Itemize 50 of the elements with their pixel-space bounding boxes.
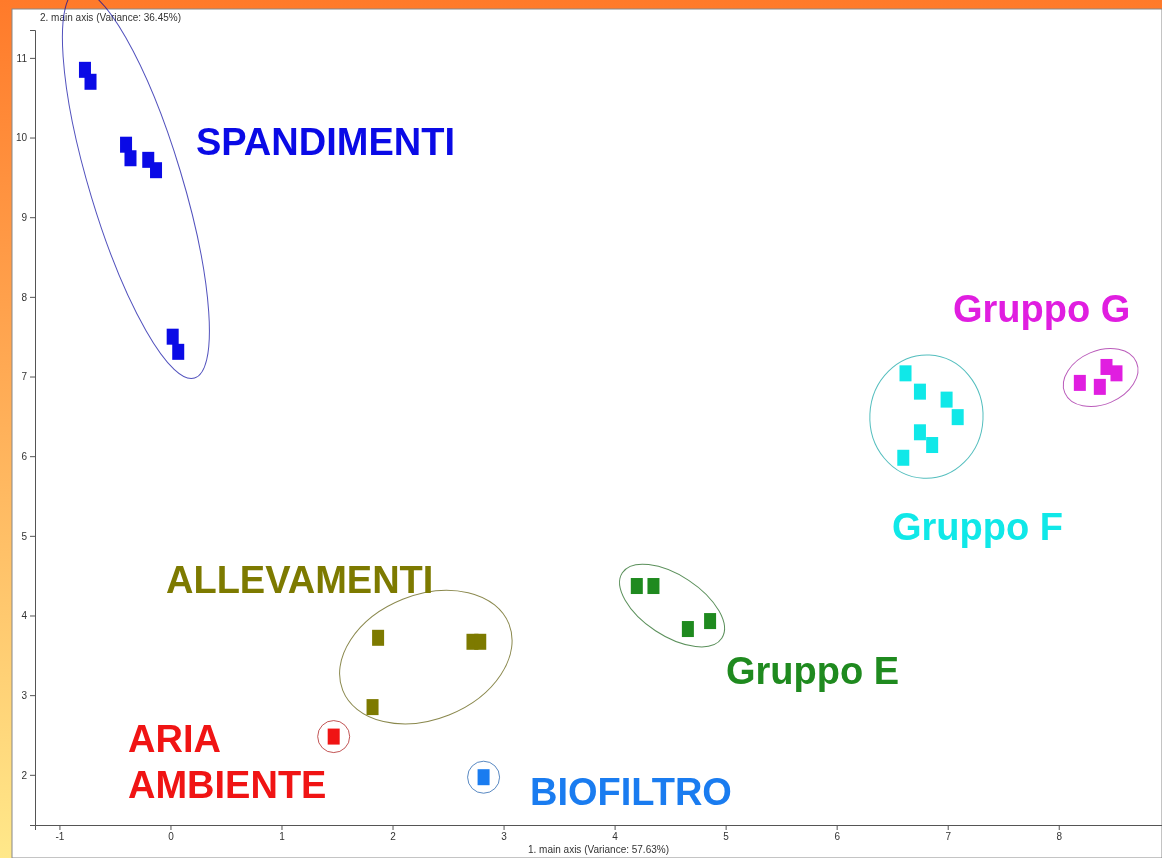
x-tick-label: 2: [390, 831, 397, 843]
point: [681, 621, 694, 638]
x-tick-label: 0: [168, 831, 175, 843]
x-tick-label: 4: [612, 831, 619, 843]
point: [913, 424, 926, 441]
x-tick-label: 5: [723, 831, 730, 843]
y-tick-label: 5: [21, 530, 28, 542]
y-tick-label: 7: [21, 371, 28, 383]
point: [951, 409, 964, 426]
y-tick-label: 10: [15, 132, 28, 144]
x-tick-label: -1: [55, 831, 65, 843]
point: [926, 437, 939, 454]
point: [630, 578, 643, 595]
y-tick-label: 4: [21, 610, 28, 622]
y-tick-label: 2: [21, 769, 28, 781]
point: [474, 633, 487, 650]
point: [940, 391, 953, 408]
series-label: Gruppo E: [726, 650, 900, 692]
point: [172, 343, 185, 360]
y-tick-label: 9: [21, 211, 28, 223]
y-tick-label: 3: [21, 689, 28, 701]
point: [913, 383, 926, 400]
point: [150, 162, 163, 179]
x-tick-label: 3: [501, 831, 508, 843]
point: [372, 629, 385, 646]
x-tick-label: 8: [1056, 831, 1063, 843]
x-tick-label: 6: [834, 831, 841, 843]
x-tick-label: 7: [945, 831, 952, 843]
point: [366, 699, 379, 716]
point: [704, 613, 717, 630]
point: [647, 578, 660, 595]
point: [899, 365, 912, 382]
series-label: ARIA AMBIENTE: [128, 718, 327, 806]
point: [1110, 365, 1123, 382]
point: [1073, 374, 1086, 391]
y-tick-label: 8: [21, 291, 28, 303]
point: [84, 73, 97, 90]
point: [166, 328, 179, 345]
point: [1093, 378, 1106, 395]
y-tick-label: 11: [16, 52, 28, 64]
point: [124, 150, 137, 167]
series-label: Gruppo F: [892, 506, 1063, 548]
x-axis-title: 1. main axis (Variance: 57.63%): [528, 844, 669, 855]
y-tick-label: 6: [21, 450, 28, 462]
series-label: SPANDIMENTI: [196, 121, 455, 163]
x-tick-label: 1: [279, 831, 286, 843]
point: [897, 449, 910, 466]
series-label: BIOFILTRO: [530, 771, 732, 813]
series-label: ALLEVAMENTI: [166, 559, 434, 601]
series-label: Gruppo G: [953, 288, 1131, 330]
